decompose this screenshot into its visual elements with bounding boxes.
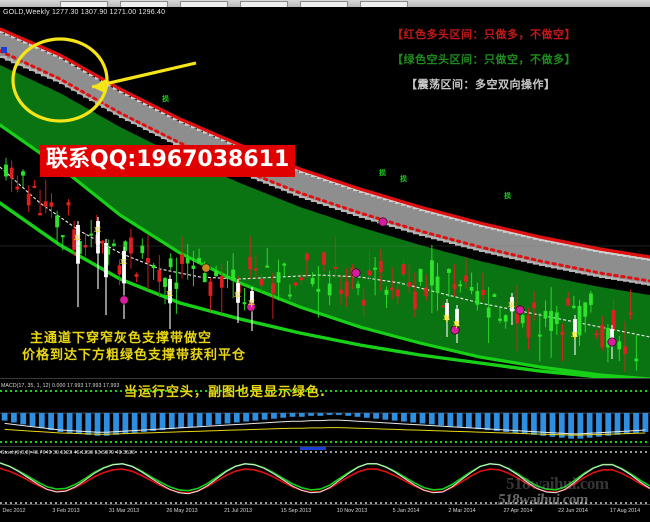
stop-loss-marker: 损 [504,192,511,200]
note-long-zone: 【红色多头区间：只做多，不做空】 [392,28,576,41]
close-position-marker: 平 [508,302,515,310]
time-axis-tick: Dec 2012 [2,508,26,514]
note-range-zone: 【震荡区间：多空双向操作】 [406,78,556,91]
time-axis-tick: 31 Mar 2013 [108,508,140,514]
close-position-marker: 平 [234,292,241,300]
stop-loss-marker: 损 [379,169,386,177]
time-axis-tick: 27 Apr 2014 [503,508,533,514]
close-position-marker: 平 [74,235,81,243]
close-position-marker: 平 [166,291,173,299]
oscillator-panel[interactable]: Stoch(9,3,3) 43.7649 39.1123 46.1393 53.… [0,446,650,505]
price-chart-panel[interactable]: 平平平平平平平平平平损损损损 [0,7,650,378]
time-axis-tick: 3 Feb 2013 [52,508,80,514]
macd-panel[interactable]: MACD(17, 35, 1, 12) 0.000 17.993 17.993 … [0,378,650,447]
stop-loss-marker: 损 [400,175,407,183]
close-position-marker: 平 [443,315,450,323]
time-axis-tick: 17 Aug 2014 [609,508,641,514]
close-position-marker: 平 [94,227,101,235]
time-axis-tick: 26 May 2013 [166,508,198,514]
price-chart-canvas [0,27,650,378]
oscillator-indicator-label: Stoch(9,3,3) 43.7649 39.1123 46.1393 53.… [1,450,136,456]
time-axis-tick: 10 Nov 2013 [336,508,368,514]
symbol-quote-label: GOLD,Weekly 1277.30 1307.90 1271.00 1296… [3,9,166,16]
close-position-marker: 平 [571,332,578,340]
contact-qq-banner: 联系QQ:1967038611 [40,145,296,177]
close-position-marker: 平 [120,259,127,267]
note-short-zone: 【绿色空头区间：只做空，不做多】 [392,53,576,66]
time-axis-tick: 2 Mar 2014 [448,508,476,514]
macd-indicator-label: MACD(17, 35, 1, 12) 0.000 17.993 17.993 … [1,383,120,389]
close-position-marker: 平 [453,321,460,329]
close-position-marker: 平 [248,300,255,308]
stop-loss-marker: 损 [162,95,169,103]
macd-canvas [0,390,650,443]
macd-explanation-note: 当运行空头，副图也是显示绿色. [124,385,326,400]
time-axis-tick: 22 Jun 2014 [558,508,588,514]
time-axis-tick: 5 Jan 2014 [392,508,420,514]
time-axis: Dec 2012 3 Feb 2013 31 Mar 2013 26 May 2013… [0,504,650,522]
site-watermark: 518waihui.com [497,492,589,508]
strategy-note-line-1: 主通道下穿窄灰色支撑带做空 [30,331,213,346]
oscillator-canvas [0,447,650,504]
watermark-shadow: 518waihui.com [506,474,609,493]
strategy-note-line-2: 价格到达下方粗绿色支撑带获利平仓 [22,348,247,363]
time-axis-tick: 21 Jul 2013 [224,508,252,514]
time-axis-tick: 15 Sep 2013 [280,508,312,514]
